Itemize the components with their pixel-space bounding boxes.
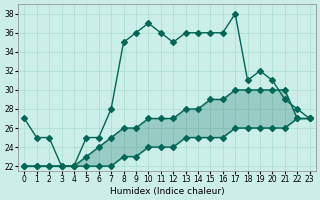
X-axis label: Humidex (Indice chaleur): Humidex (Indice chaleur) — [110, 187, 224, 196]
